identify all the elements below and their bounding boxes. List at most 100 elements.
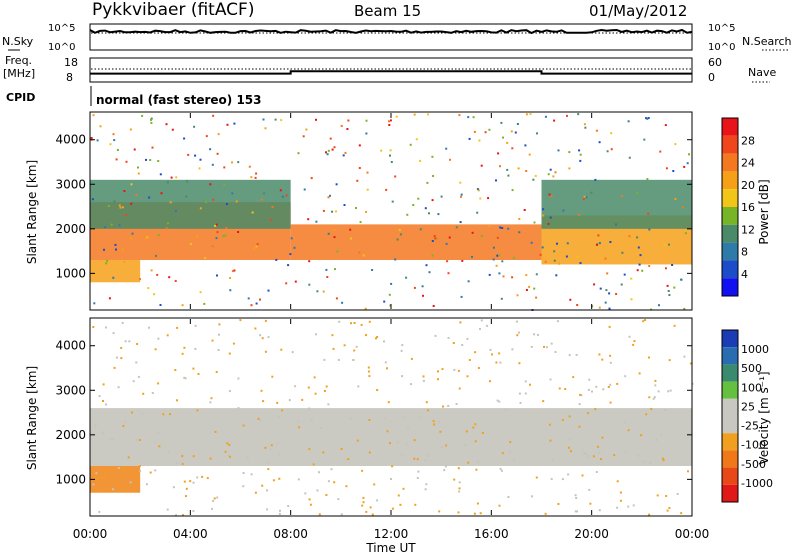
power-speckle: [135, 194, 138, 196]
power-speckle: [115, 248, 117, 251]
velocity-speckle: [424, 459, 427, 462]
velocity-speckle: [574, 510, 577, 513]
velocity-speckle: [228, 443, 231, 446]
velocity-speckle: [120, 346, 123, 349]
power-layer-5: [90, 260, 141, 283]
power-speckle: [566, 114, 568, 117]
power-speckle: [434, 237, 437, 240]
power-speckle: [528, 153, 531, 156]
power-layer-4: [541, 179, 692, 229]
power-speckle: [341, 301, 344, 304]
power-speckle: [468, 137, 471, 140]
velocity-speckle: [345, 458, 348, 461]
power-speckle: [119, 206, 122, 209]
velocity-speckle: [261, 484, 264, 487]
velocity-speckle: [184, 377, 187, 380]
velocity-speckle: [609, 401, 612, 404]
power-speckle: [160, 192, 163, 195]
velocity-speckle: [549, 378, 552, 381]
velocity-speckle: [224, 450, 227, 453]
velocity-speckle: [513, 458, 516, 461]
power-speckle: [595, 129, 598, 132]
velocity-speckle: [518, 331, 520, 334]
velocity-speckle: [568, 438, 571, 441]
power-speckle: [371, 269, 374, 271]
velocity-speckle: [418, 416, 421, 419]
power-speckle: [532, 178, 535, 181]
velocity-speckle: [439, 430, 442, 433]
velocity-speckle: [489, 380, 491, 383]
velocity-speckle: [637, 454, 640, 457]
power-speckle: [237, 161, 240, 164]
power-speckle: [329, 194, 331, 197]
velocity-speckle: [287, 505, 290, 507]
velocity-speckle: [176, 326, 179, 329]
velocity-speckle: [480, 319, 483, 322]
power-speckle: [668, 243, 670, 246]
power-speckle: [165, 227, 168, 230]
velocity-speckle: [616, 506, 619, 509]
power-speckle: [365, 210, 367, 213]
power-speckle: [500, 121, 503, 124]
velocity-speckle: [261, 337, 264, 340]
velocity-speckle: [158, 445, 161, 448]
power-speckle: [518, 231, 521, 234]
velocity-speckle: [667, 390, 670, 393]
power-colorbar: 28 24 20 16 12 8 4: [721, 117, 755, 297]
power-speckle: [630, 298, 633, 301]
power-colorbar-swatch: [722, 278, 738, 296]
velocity-speckle: [596, 445, 599, 448]
velocity-speckle: [410, 383, 412, 386]
power-speckle: [409, 143, 412, 146]
velocity-speckle: [561, 478, 564, 481]
power-speckle: [536, 132, 538, 135]
power-speckle: [130, 237, 133, 240]
velocity-speckle: [375, 337, 377, 340]
velocity-speckle: [98, 395, 101, 398]
power-speckle: [647, 212, 650, 215]
velocity-speckle: [550, 342, 553, 345]
velocity-speckle: [166, 334, 169, 337]
velocity-speckle: [543, 345, 545, 348]
velocity-speckle: [458, 490, 461, 493]
velocity-speckle: [457, 511, 460, 514]
power-speckle: [533, 221, 536, 224]
power-speckle: [229, 289, 232, 292]
velocity-speckle: [242, 424, 245, 427]
velocity-speckle: [105, 326, 107, 329]
power-speckle: [121, 248, 124, 251]
power-speckle: [525, 274, 528, 277]
power-speckle: [506, 141, 509, 144]
velocity-speckle: [194, 347, 197, 350]
power-speckle: [569, 298, 572, 301]
power-speckle: [131, 232, 134, 235]
velocity-speckle: [479, 327, 481, 330]
power-speckle: [480, 235, 483, 238]
velocity-speckle: [440, 446, 443, 449]
power-colorbar-tick-label: 12: [741, 223, 755, 236]
velocity-speckle: [276, 442, 279, 445]
power-speckle: [476, 211, 479, 214]
power-speckle: [364, 307, 367, 310]
power-speckle: [193, 125, 196, 128]
velocity-speckle: [600, 458, 602, 461]
power-speckle: [501, 260, 504, 263]
power-speckle: [308, 283, 311, 286]
power-speckle: [196, 235, 199, 238]
velocity-speckle: [657, 390, 660, 393]
power-speckle: [231, 270, 234, 273]
velocity-speckle: [367, 370, 370, 373]
power-speckle: [157, 234, 160, 237]
power-speckle: [327, 149, 330, 152]
velocity-speckle: [162, 413, 165, 416]
power-speckle: [568, 167, 571, 170]
power-speckle: [262, 118, 265, 121]
power-speckle: [590, 191, 593, 194]
power-speckle: [530, 241, 533, 244]
velocity-speckle: [185, 487, 188, 490]
velocity-speckle: [298, 426, 301, 429]
power-speckle: [231, 161, 233, 164]
power-speckle: [512, 256, 515, 259]
power-speckle: [113, 139, 116, 142]
power-speckle: [231, 192, 234, 195]
